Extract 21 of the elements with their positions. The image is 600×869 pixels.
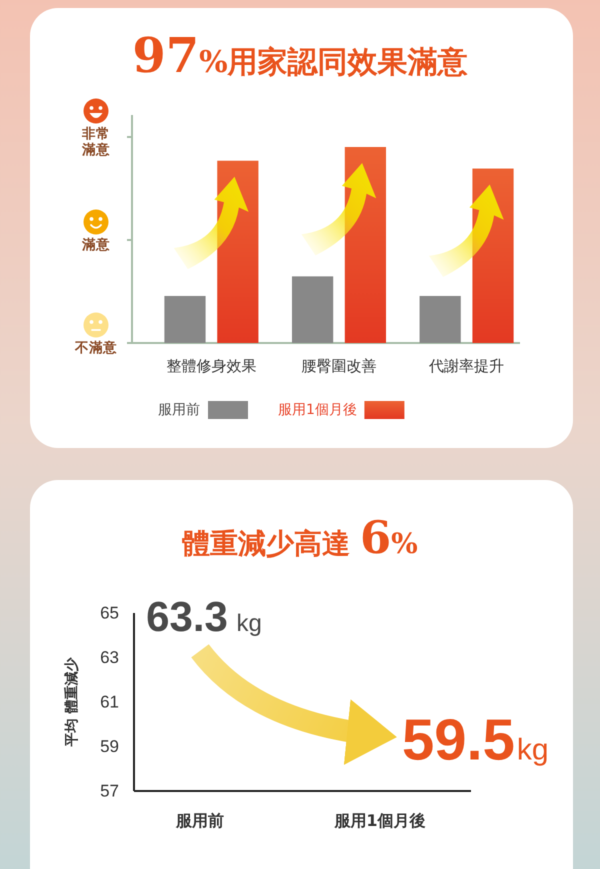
y-tick-label: 65 bbox=[100, 604, 119, 622]
text: 滿意 bbox=[81, 236, 111, 253]
bar bbox=[164, 296, 206, 343]
legend-label: 服用1個月後 bbox=[278, 402, 357, 418]
y-tick-label: 57 bbox=[100, 782, 119, 800]
y-tick-label: 63 bbox=[100, 648, 119, 667]
x-tick-label: 腰臀圍改善 bbox=[302, 357, 376, 375]
y-tick-label: 59 bbox=[100, 737, 119, 756]
chart-title: 體重減少高達 6% bbox=[182, 511, 418, 564]
text: 不滿意 bbox=[74, 338, 118, 356]
data-label: 59.5kg bbox=[402, 707, 549, 772]
data-label: 63.3 kg bbox=[146, 592, 262, 640]
legend-label: 服用前 bbox=[158, 402, 200, 418]
x-tick-label: 整體修身效果 bbox=[166, 357, 256, 375]
y-axis-title: 平均 體重減少 bbox=[64, 656, 80, 748]
text: 非常滿意 bbox=[81, 126, 111, 158]
bar bbox=[292, 276, 334, 343]
chart-title: 97%用家認同效果滿意 bbox=[132, 28, 469, 84]
x-tick-label: 代謝率提升 bbox=[428, 357, 504, 375]
bar bbox=[420, 296, 461, 343]
y-tick-label: 61 bbox=[100, 692, 119, 712]
